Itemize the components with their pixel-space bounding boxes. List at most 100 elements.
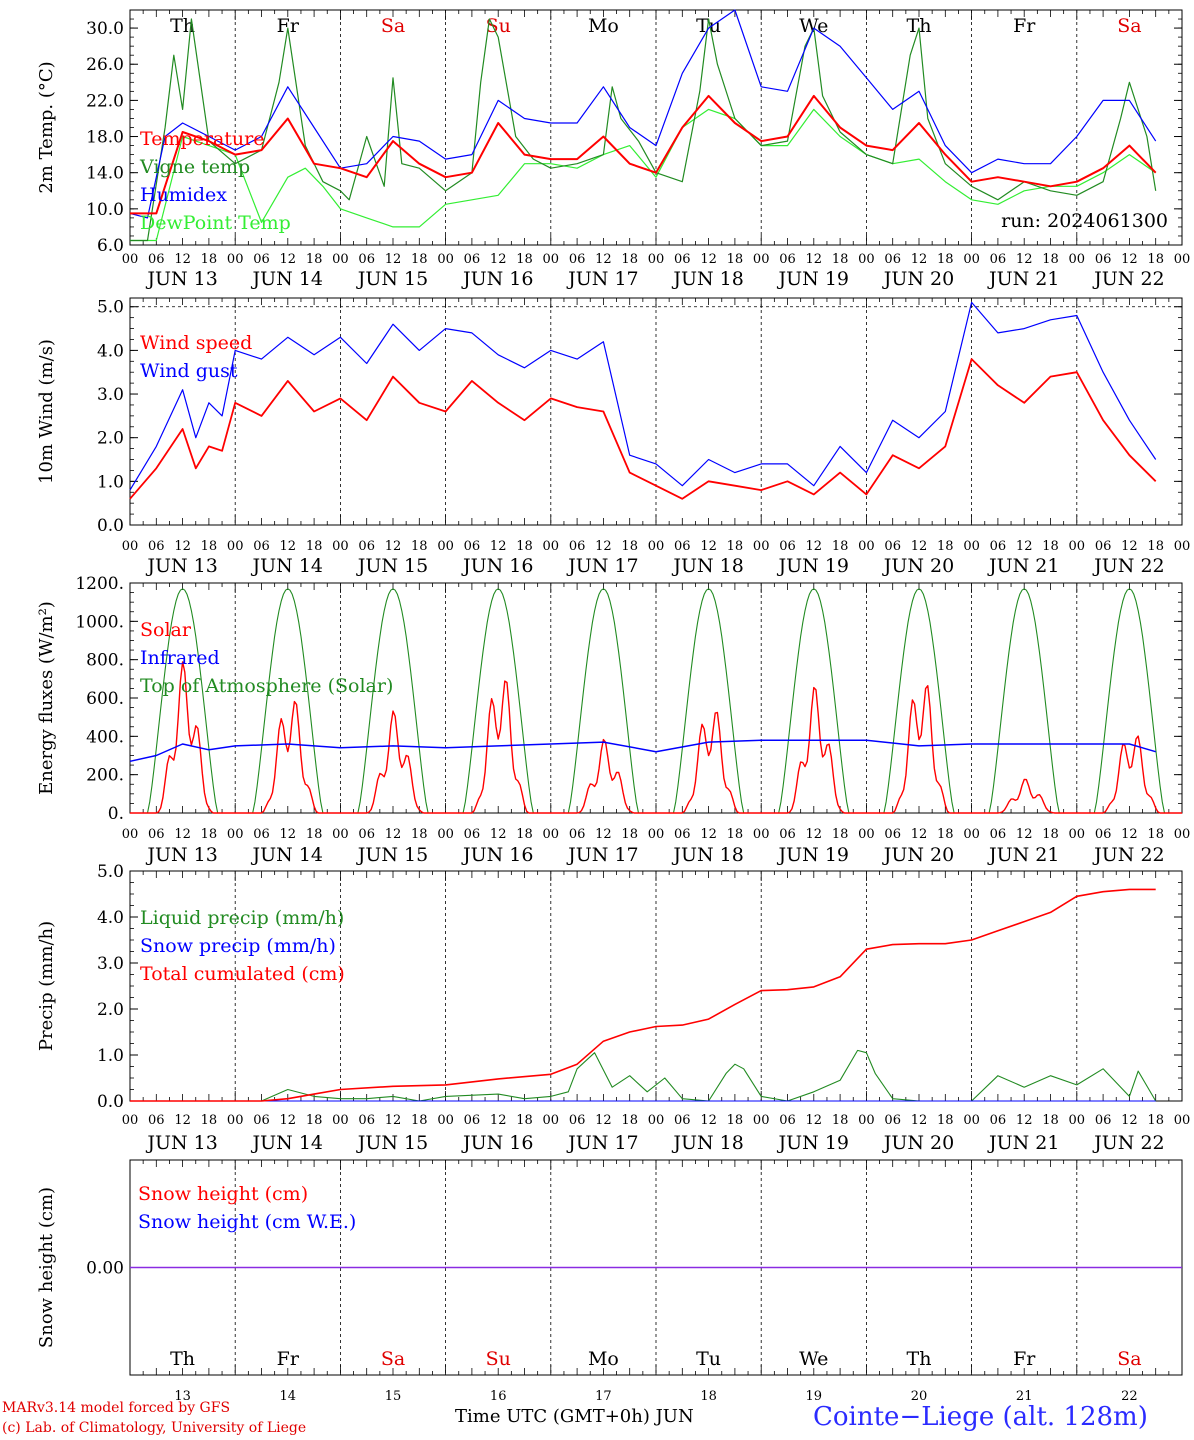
snow-day-number: 16 bbox=[490, 1389, 507, 1404]
flux-infrared-line bbox=[129, 739, 1156, 763]
temp-weekday-label: Mo bbox=[588, 15, 619, 37]
wind-hour-tick-label: 12 bbox=[911, 539, 928, 554]
flux-hour-tick-label: 00 bbox=[227, 827, 244, 842]
wind-y-tick-label: 5.0 bbox=[97, 298, 124, 318]
temp-legend-entry: Humidex bbox=[140, 184, 227, 206]
temp-hour-tick-label: 06 bbox=[464, 252, 481, 267]
temp-date-label: JUN 21 bbox=[987, 268, 1059, 290]
flux-hour-tick-label: 00 bbox=[963, 827, 980, 842]
precip-date-label: JUN 15 bbox=[356, 1132, 428, 1154]
wind-hour-tick-label: 12 bbox=[280, 539, 297, 554]
flux-hour-tick-label: 12 bbox=[595, 827, 612, 842]
flux-date-label: JUN 15 bbox=[356, 844, 428, 866]
temp-date-label: JUN 20 bbox=[882, 268, 954, 290]
temp-hour-tick-label: 12 bbox=[806, 252, 823, 267]
temp-hour-tick-label: 12 bbox=[385, 252, 402, 267]
flux-hour-tick-label: 12 bbox=[806, 827, 823, 842]
precip-hour-tick-label: 00 bbox=[122, 1113, 139, 1128]
temp-date-label: JUN 17 bbox=[566, 268, 638, 290]
wind-hour-tick-label: 12 bbox=[700, 539, 717, 554]
flux-date-label: JUN 22 bbox=[1092, 844, 1164, 866]
flux-hour-tick-label: 18 bbox=[516, 827, 533, 842]
precip-hour-tick-label: 18 bbox=[306, 1113, 323, 1128]
snow-weekday-label: We bbox=[799, 1348, 828, 1370]
precip-hour-tick-label: 12 bbox=[1121, 1113, 1138, 1128]
wind-hour-tick-label: 00 bbox=[858, 539, 875, 554]
precip-y-axis-label: Precip (mm/h) bbox=[36, 921, 57, 1051]
snow-weekday-label: Th bbox=[907, 1348, 932, 1370]
temp-y-tick-label: 26.0 bbox=[86, 55, 124, 75]
wind-hour-tick-label: 18 bbox=[727, 539, 744, 554]
snow-weekday-label: Sa bbox=[381, 1348, 405, 1370]
wind-legend-entry: Wind gust bbox=[140, 360, 238, 382]
wind-hour-tick-label: 00 bbox=[437, 539, 454, 554]
temp-hour-tick-label: 18 bbox=[1042, 252, 1059, 267]
flux-hour-tick-label: 18 bbox=[306, 827, 323, 842]
temp-hour-tick-label: 00 bbox=[753, 252, 770, 267]
wind-hour-tick-label: 00 bbox=[963, 539, 980, 554]
flux-y-tick-label: 1000. bbox=[75, 612, 124, 632]
precip-y-tick-label: 5.0 bbox=[97, 862, 124, 882]
snow-weekday-label: Tu bbox=[696, 1348, 721, 1370]
wind-hour-tick-label: 06 bbox=[358, 539, 375, 554]
temp-hour-tick-label: 00 bbox=[1069, 252, 1086, 267]
precip-date-label: JUN 21 bbox=[987, 1132, 1059, 1154]
wind-hour-tick-label: 18 bbox=[937, 539, 954, 554]
wind-date-label: JUN 19 bbox=[777, 555, 849, 577]
snow-y-axis-label: Snow height (cm) bbox=[36, 1187, 57, 1348]
wind-hour-tick-label: 00 bbox=[1069, 539, 1086, 554]
temp-series-line bbox=[129, 9, 1157, 219]
flux-legend-entry: Infrared bbox=[140, 647, 220, 669]
flux-solar-line bbox=[130, 661, 1182, 814]
wind-date-label: JUN 22 bbox=[1092, 555, 1164, 577]
wind-date-label: JUN 21 bbox=[987, 555, 1059, 577]
temp-weekday-label: Th bbox=[907, 15, 932, 37]
wind-y-tick-label: 2.0 bbox=[97, 429, 124, 449]
precip-series-line bbox=[130, 1049, 1157, 1102]
snow-day-number: 20 bbox=[911, 1389, 928, 1404]
wind-hour-tick-label: 18 bbox=[516, 539, 533, 554]
wind-y-tick-label: 0.0 bbox=[97, 516, 124, 536]
temp-hour-tick-label: 12 bbox=[1016, 252, 1033, 267]
precip-hour-tick-label: 18 bbox=[411, 1113, 428, 1128]
precip-date-label: JUN 20 bbox=[882, 1132, 954, 1154]
flux-hour-tick-label: 12 bbox=[1121, 827, 1138, 842]
wind-date-label: JUN 17 bbox=[566, 555, 638, 577]
flux-hour-tick-label: 00 bbox=[122, 827, 139, 842]
flux-date-label: JUN 18 bbox=[671, 844, 743, 866]
flux-legend-entry: Top of Atmosphere (Solar) bbox=[140, 675, 393, 697]
temp-date-label: JUN 15 bbox=[356, 268, 428, 290]
precip-y-tick-label: 4.0 bbox=[97, 908, 124, 928]
flux-hour-tick-label: 18 bbox=[621, 827, 638, 842]
precip-date-label: JUN 17 bbox=[566, 1132, 638, 1154]
flux-date-label: JUN 20 bbox=[882, 844, 954, 866]
precip-hour-tick-label: 12 bbox=[595, 1113, 612, 1128]
flux-y-tick-label: 600. bbox=[86, 689, 124, 709]
precip-hour-tick-label: 00 bbox=[1174, 1113, 1191, 1128]
flux-hour-tick-label: 00 bbox=[858, 827, 875, 842]
wind-hour-tick-label: 06 bbox=[1095, 539, 1112, 554]
temp-hour-tick-label: 00 bbox=[332, 252, 349, 267]
wind-date-label: JUN 18 bbox=[671, 555, 743, 577]
precip-hour-tick-label: 12 bbox=[490, 1113, 507, 1128]
temp-date-label: JUN 18 bbox=[671, 268, 743, 290]
wind-hour-tick-label: 06 bbox=[674, 539, 691, 554]
temp-hour-tick-label: 06 bbox=[569, 252, 586, 267]
temp-y-tick-label: 14.0 bbox=[86, 164, 124, 184]
wind-hour-tick-label: 12 bbox=[806, 539, 823, 554]
wind-hour-tick-label: 06 bbox=[464, 539, 481, 554]
temp-weekday-label: Sa bbox=[1117, 15, 1141, 37]
flux-hour-tick-label: 18 bbox=[832, 827, 849, 842]
flux-hour-tick-label: 06 bbox=[358, 827, 375, 842]
snow-y-tick-label: 0.00 bbox=[86, 1259, 124, 1279]
wind-hour-tick-label: 18 bbox=[411, 539, 428, 554]
wind-hour-tick-label: 00 bbox=[122, 539, 139, 554]
precip-hour-tick-label: 12 bbox=[911, 1113, 928, 1128]
precip-y-tick-label: 3.0 bbox=[97, 954, 124, 974]
temp-series-line bbox=[130, 18, 1157, 242]
snow-day-number: 22 bbox=[1121, 1389, 1138, 1404]
wind-date-label: JUN 16 bbox=[461, 555, 533, 577]
station-name: Cointe−Liege (alt. 128m) bbox=[813, 1402, 1148, 1432]
temp-hour-tick-label: 18 bbox=[306, 252, 323, 267]
temp-weekday-label: Sa bbox=[381, 15, 405, 37]
